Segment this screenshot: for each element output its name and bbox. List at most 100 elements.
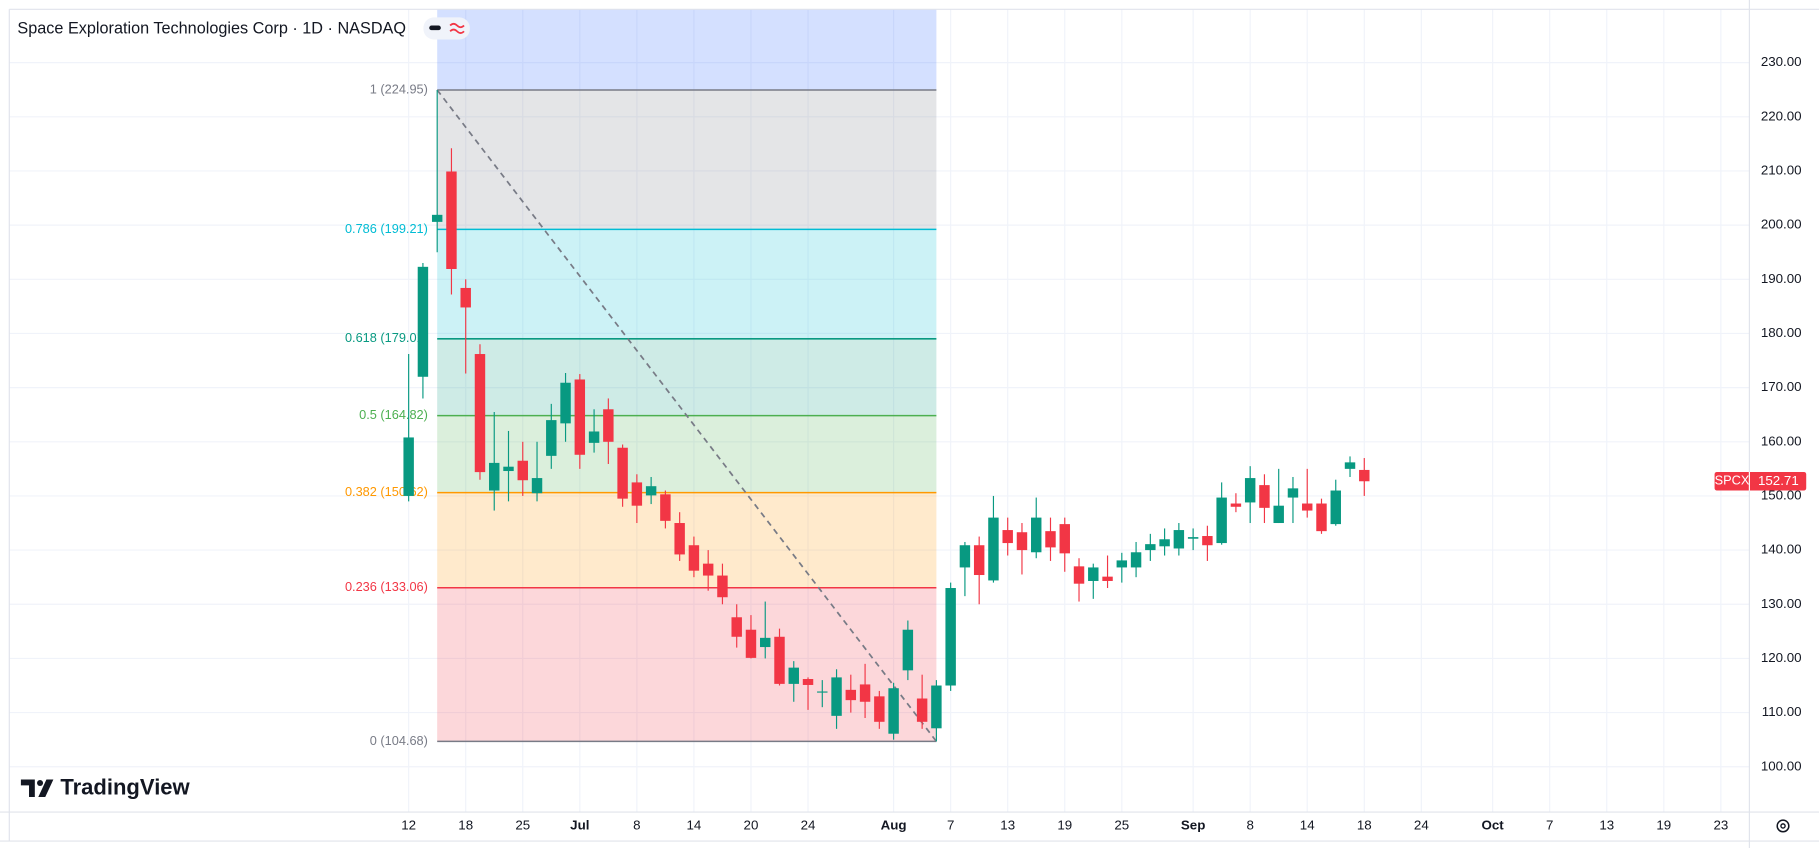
candle-body (973, 545, 985, 576)
candle-body (902, 629, 914, 671)
candle-body (1059, 524, 1070, 554)
x-tick-label: 19 (1656, 817, 1671, 832)
candle-body (874, 696, 885, 722)
y-tick-label: 170.00 (1761, 379, 1802, 394)
fib-level-label: 0.236 (133.06) (345, 579, 428, 594)
chart-title: Space Exploration Technologies Corp · 1D… (17, 19, 406, 37)
candle-body (603, 409, 614, 442)
candle-body (660, 494, 671, 521)
candle-body (1244, 478, 1256, 503)
candle-body (731, 617, 742, 637)
settings-icon[interactable] (1776, 819, 1790, 833)
x-tick-label: Sep (1181, 817, 1205, 832)
badge-wave (449, 22, 465, 34)
y-tick-label: 180.00 (1761, 325, 1802, 340)
fib-zone (437, 229, 937, 339)
candle-body (617, 447, 628, 499)
candle-body (645, 486, 657, 496)
candle-body (517, 460, 528, 481)
y-tick-label: 230.00 (1761, 54, 1802, 69)
candle-body (1316, 503, 1327, 532)
candle-body (788, 667, 799, 684)
candle-body (1273, 505, 1284, 524)
logo: TradingView (20, 775, 191, 800)
y-tick-label: 160.00 (1761, 433, 1802, 448)
x-tick-label: 18 (458, 817, 473, 832)
x-tick-label: 23 (1713, 817, 1728, 832)
candle-body (1159, 539, 1170, 547)
candle-body (774, 636, 785, 684)
x-tick-label: 24 (801, 817, 816, 832)
candle-body (916, 698, 928, 722)
x-tick-label: 24 (1414, 817, 1429, 832)
y-tick-label: 130.00 (1761, 596, 1802, 611)
candle-body (431, 214, 443, 222)
logo-text: TradingView (60, 775, 190, 800)
fib-extension-zone (437, 9, 937, 90)
candle-body (1045, 531, 1056, 548)
fib-trend-line (436, 89, 938, 742)
candle-body (403, 437, 414, 496)
settings-icon-ring (1776, 819, 1790, 833)
x-tick-label: 13 (1000, 817, 1015, 832)
candle-body (1187, 537, 1199, 539)
candle-body (1359, 469, 1370, 482)
candle-body (460, 287, 471, 308)
candle-body (959, 545, 971, 568)
y-tick-label: 190.00 (1761, 271, 1802, 286)
fib-level-label: 1 (224.95) (370, 81, 428, 96)
logo-icon (20, 779, 54, 797)
y-tick-label: 120.00 (1761, 650, 1802, 665)
candle-body (1202, 536, 1213, 546)
last-price-tag (1714, 471, 1807, 491)
candle-body (1145, 544, 1156, 551)
x-tick-label: 19 (1057, 817, 1072, 832)
x-tick-label: Jul (570, 817, 589, 832)
candle-body (988, 517, 999, 581)
x-tick-label: 20 (744, 817, 759, 832)
candle-body (931, 685, 942, 729)
x-tick-label: 7 (947, 817, 954, 832)
candle-body (945, 588, 956, 686)
x-tick-label: Aug (881, 817, 907, 832)
candle-body (560, 382, 571, 424)
candle-body (1102, 576, 1113, 581)
candle-body (1344, 462, 1356, 469)
fib-zone (437, 338, 937, 416)
candle-body (1287, 488, 1299, 498)
candle-body (717, 575, 728, 598)
candle-body (474, 354, 486, 473)
x-tick-label: 8 (1246, 817, 1253, 832)
grid-layer (9, 9, 1750, 813)
badge-icon (429, 25, 441, 31)
x-tick-label: 12 (401, 817, 416, 832)
settings-icon-core (1780, 823, 1786, 829)
candle-body (845, 689, 857, 701)
fib-layer: 1 (224.95) 0.786 (199.21) 0.618 (179.01) 0.… (345, 9, 938, 748)
candle-body (1073, 566, 1085, 584)
candle-body (1002, 530, 1013, 544)
candle-body (1330, 490, 1341, 525)
y-tick-label: 100.00 (1761, 758, 1802, 773)
candle-body (859, 684, 871, 702)
fib-zone (437, 415, 937, 493)
logo-dot (37, 780, 44, 787)
candle-body (1130, 552, 1142, 568)
candle-body (688, 545, 700, 571)
candle-body (817, 691, 828, 693)
candle-body (417, 266, 429, 377)
candle-body (588, 431, 600, 443)
candle-body (574, 379, 586, 455)
candle-layer (403, 89, 1370, 742)
last-price-label: 152.71 (1758, 473, 1799, 488)
fib-level-label: 0.382 (150.62) (345, 484, 428, 499)
candle-body (489, 462, 500, 491)
indicator-badge[interactable] (423, 17, 470, 40)
candle-body (531, 478, 543, 494)
candle-body (760, 637, 771, 648)
candle-body (546, 420, 557, 456)
fib-level-label: 0.5 (164.82) (359, 407, 428, 422)
candle-body (503, 466, 514, 472)
legend: Space Exploration Technologies Corp · 1D… (17, 17, 470, 40)
